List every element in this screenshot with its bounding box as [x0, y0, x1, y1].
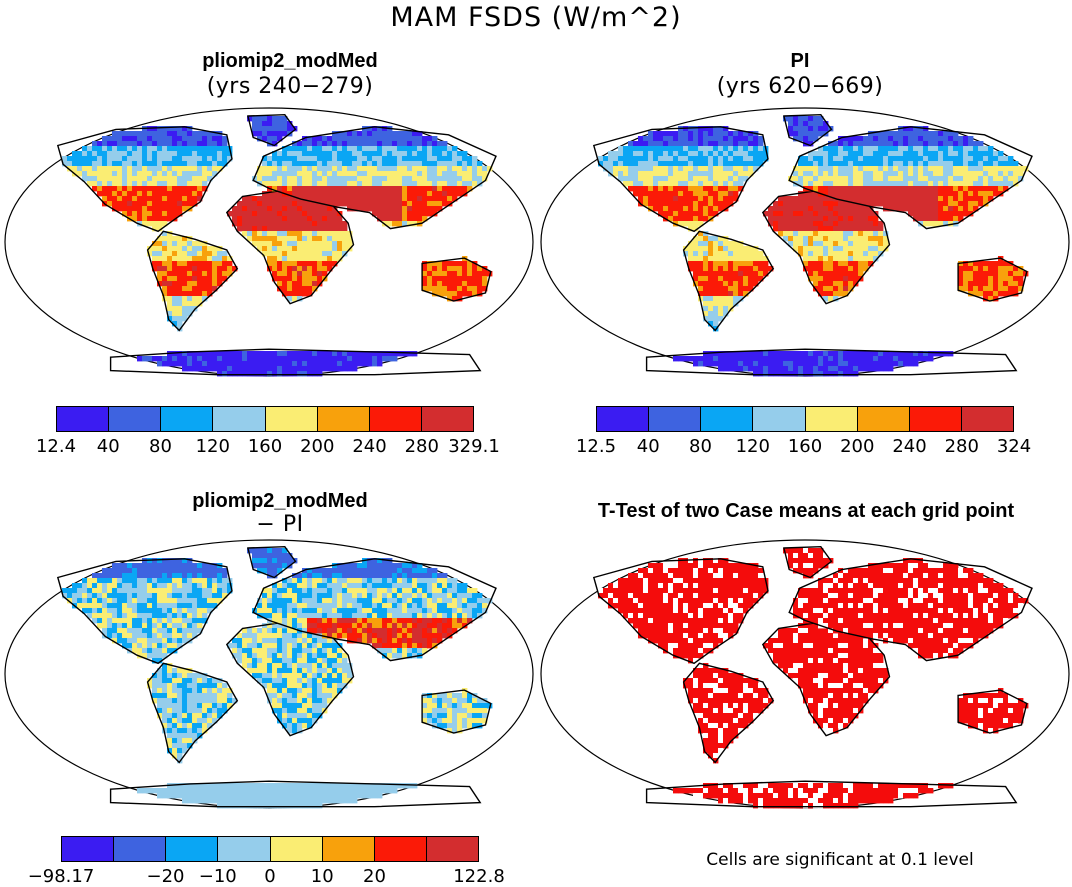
- panel-title-top-left: pliomip2_modMed: [50, 50, 530, 73]
- panel-subtitle-bottom-left: − PI: [40, 512, 520, 537]
- colorbar-tick-label: 122.8: [453, 866, 505, 887]
- colorbar-swatch: [57, 407, 109, 431]
- colorbar-top-right: [596, 406, 1014, 432]
- colorbar-tick-label: 80: [689, 436, 712, 457]
- colorbar-swatch: [597, 407, 649, 431]
- land-antarctica: [647, 349, 1017, 376]
- map-top-right: [538, 106, 1072, 378]
- colorbar-swatch: [62, 837, 114, 861]
- colorbar-swatch: [701, 407, 753, 431]
- colorbar-swatch: [323, 837, 375, 861]
- land-antarctica: [111, 781, 481, 808]
- colorbar-swatch: [213, 407, 265, 431]
- colorbar-tick-label: 80: [149, 436, 172, 457]
- colorbar-swatch: [271, 837, 323, 861]
- colorbar-bottom-left: [61, 836, 479, 862]
- colorbar-swatch: [753, 407, 805, 431]
- colorbar-swatch: [649, 407, 701, 431]
- significance-footnote: Cells are significant at 0.1 level: [650, 850, 1030, 870]
- colorbar-tick-label: −20: [147, 866, 185, 887]
- colorbar-tick-label: 40: [97, 436, 120, 457]
- colorbar-swatch: [858, 407, 910, 431]
- colorbar-tick-label: −10: [199, 866, 237, 887]
- colorbar-tick-label: 280: [945, 436, 979, 457]
- land-antarctica: [111, 349, 481, 376]
- colorbar-swatch: [318, 407, 370, 431]
- colorbar-tick-label: 160: [788, 436, 822, 457]
- colorbar-tick-label: 240: [352, 436, 386, 457]
- panel-subtitle-top-left: (yrs 240−279): [50, 74, 530, 99]
- map-bottom-left: [2, 538, 536, 810]
- colorbar-top-left: [56, 406, 474, 432]
- panel-title-top-right: PI: [560, 50, 1040, 73]
- colorbar-swatch: [806, 407, 858, 431]
- colorbar-tick-label: 160: [248, 436, 282, 457]
- colorbar-tick-label: 20: [363, 866, 386, 887]
- colorbar-swatch: [910, 407, 962, 431]
- colorbar-tick-label: 324: [997, 436, 1031, 457]
- colorbar-swatch: [266, 407, 318, 431]
- map-bottom-right: [538, 538, 1072, 810]
- colorbar-swatch: [962, 407, 1013, 431]
- panel-title-bottom-left: pliomip2_modMed: [40, 490, 520, 513]
- chart-title: MAM FSDS (W/m^2): [0, 2, 1072, 33]
- colorbar-tick-label: 280: [405, 436, 439, 457]
- colorbar-tick-label: 329.1: [448, 436, 500, 457]
- colorbar-swatch: [370, 407, 422, 431]
- panel-subtitle-top-right: (yrs 620−669): [560, 74, 1040, 99]
- colorbar-tick-label: 10: [311, 866, 334, 887]
- colorbar-swatch: [114, 837, 166, 861]
- colorbar-swatch: [218, 837, 270, 861]
- colorbar-swatch: [166, 837, 218, 861]
- land-antarctica: [647, 781, 1017, 808]
- colorbar-tick-label: 120: [736, 436, 770, 457]
- colorbar-tick-label: 200: [300, 436, 334, 457]
- colorbar-tick-label: 12.4: [36, 436, 76, 457]
- colorbar-tick-label: −98.17: [28, 866, 95, 887]
- colorbar-tick-label: 40: [637, 436, 660, 457]
- colorbar-tick-label: 120: [196, 436, 230, 457]
- colorbar-swatch: [422, 407, 473, 431]
- colorbar-tick-label: 12.5: [576, 436, 616, 457]
- panel-title-bottom-right: T-Test of two Case means at each grid po…: [546, 500, 1066, 523]
- map-top-left: [2, 106, 536, 378]
- colorbar-swatch: [427, 837, 478, 861]
- colorbar-swatch: [375, 837, 427, 861]
- colorbar-tick-label: 200: [840, 436, 874, 457]
- colorbar-tick-label: 240: [892, 436, 926, 457]
- colorbar-tick-label: 0: [264, 866, 275, 887]
- colorbar-swatch: [109, 407, 161, 431]
- colorbar-swatch: [161, 407, 213, 431]
